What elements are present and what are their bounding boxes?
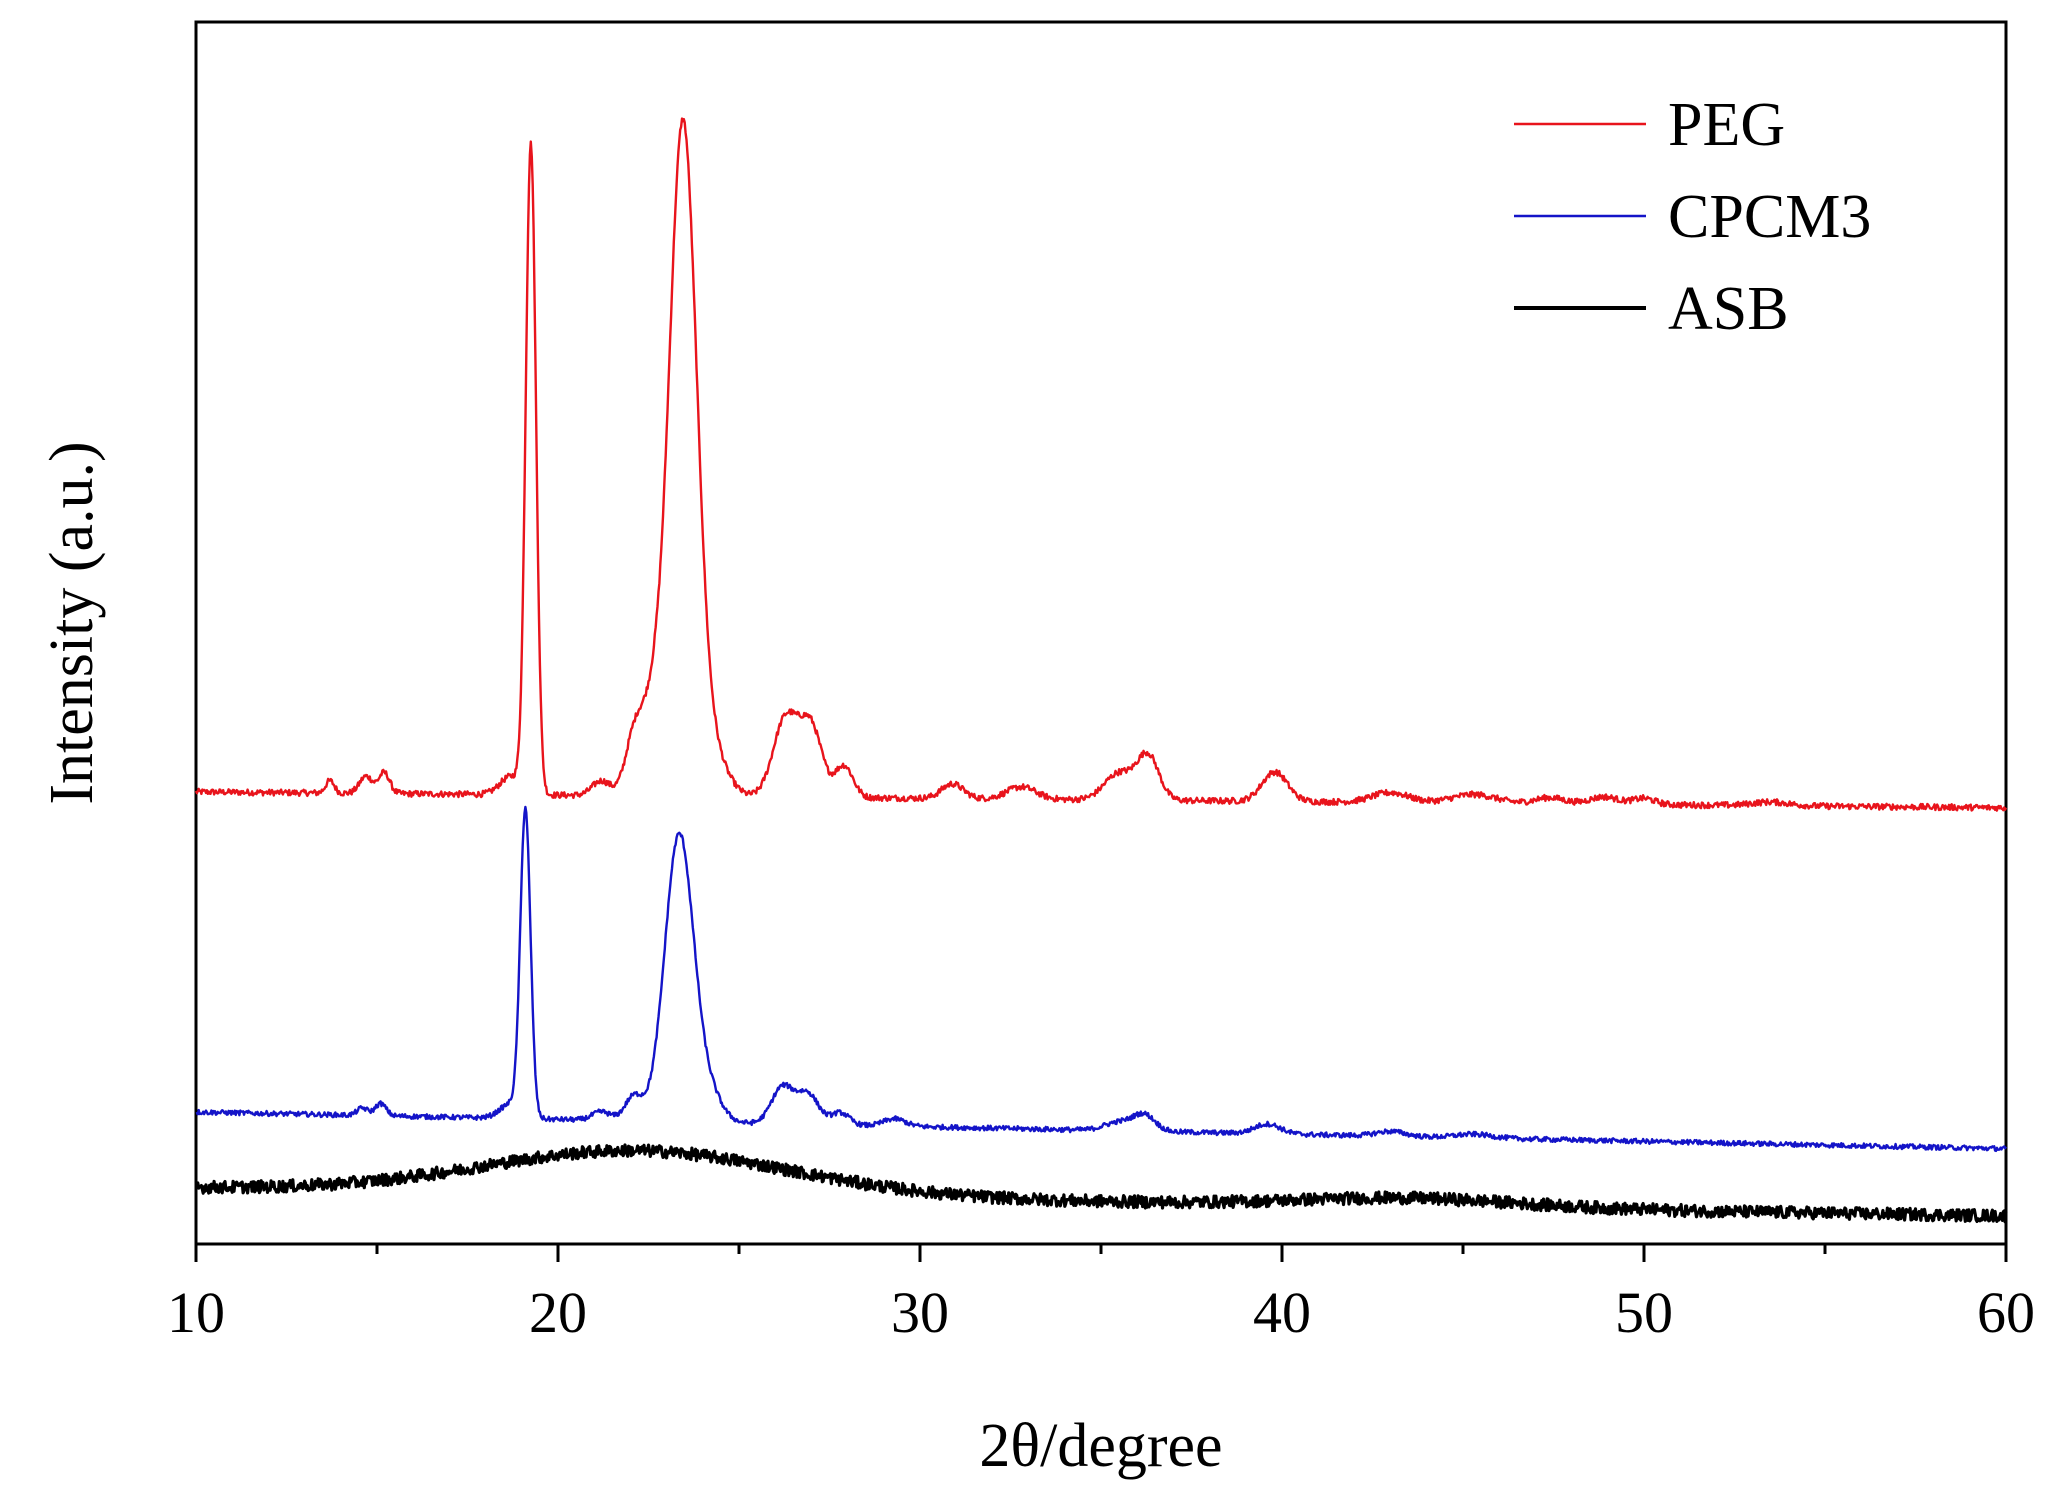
x-tick-label: 10 bbox=[167, 1280, 225, 1345]
x-tick-label: 50 bbox=[1615, 1280, 1673, 1345]
legend: PEG CPCM3 ASB bbox=[1514, 91, 1871, 343]
series-layer bbox=[194, 117, 2008, 1224]
x-tick-label: 40 bbox=[1253, 1280, 1311, 1345]
series-line-peg bbox=[194, 117, 2008, 812]
y-axis-title: Intensity (a.u.) bbox=[38, 441, 106, 804]
legend-label-peg: PEG bbox=[1668, 91, 1785, 159]
legend-label-cpcm3: CPCM3 bbox=[1668, 183, 1871, 251]
series-line-cpcm3 bbox=[195, 805, 2008, 1153]
series-line-asb bbox=[194, 1143, 2008, 1224]
x-axis-ticks: 10 20 30 40 50 60 bbox=[167, 1244, 2035, 1345]
legend-label-asb: ASB bbox=[1668, 275, 1789, 343]
x-tick-label: 60 bbox=[1977, 1280, 2035, 1345]
x-tick-label: 30 bbox=[891, 1280, 949, 1345]
x-axis-title: 2θ/degree bbox=[979, 1412, 1222, 1480]
x-tick-label: 20 bbox=[529, 1280, 587, 1345]
